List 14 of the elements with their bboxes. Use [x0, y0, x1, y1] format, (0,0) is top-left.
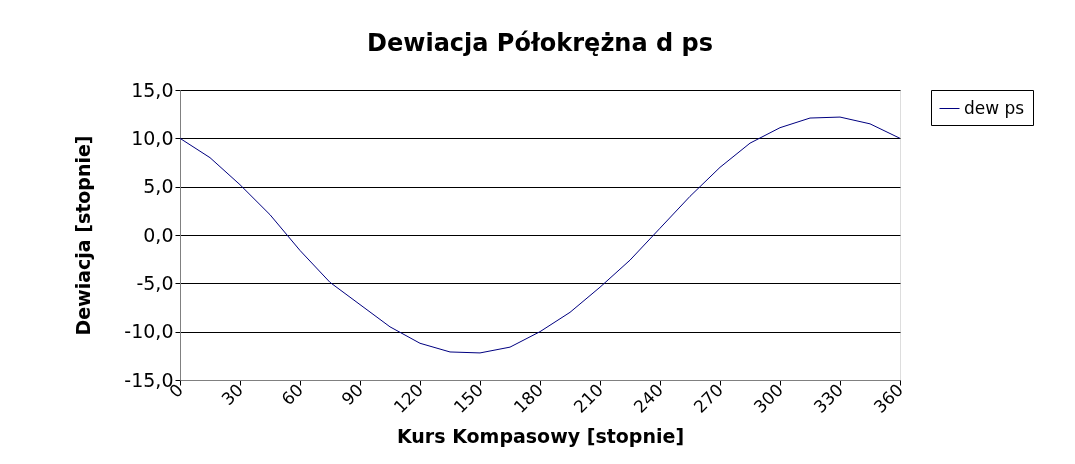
y-tick-label: 15,0	[131, 78, 174, 101]
y-tick-label: 5,0	[143, 175, 174, 198]
x-tick-label: 30	[217, 379, 247, 410]
legend-label: dew ps	[964, 97, 1025, 118]
y-tick-label: -5,0	[136, 271, 174, 294]
chart-title: Dewiacja Półokrężna d ps	[367, 29, 713, 57]
x-tick-label: 60	[277, 379, 307, 410]
y-tick-label: -10,0	[124, 320, 174, 343]
line-series	[179, 116, 901, 354]
y-axis-title: Dewiacja [stopnie]	[72, 135, 95, 336]
y-tick-label: 10,0	[131, 126, 174, 149]
y-tick-label: 0,0	[143, 223, 174, 246]
x-axis-title: Kurs Kompasowy [stopnie]	[396, 425, 685, 448]
x-tick-label: 90	[337, 379, 367, 410]
